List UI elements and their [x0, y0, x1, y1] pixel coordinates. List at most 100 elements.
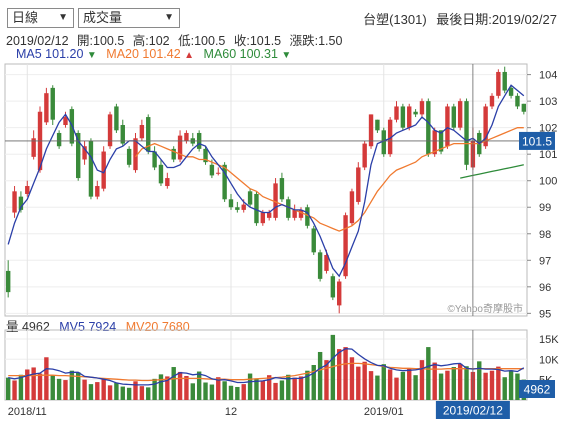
volume-bar	[496, 366, 501, 400]
volume-bar	[311, 365, 316, 400]
volume-bar	[317, 351, 323, 400]
candle-body	[298, 209, 304, 218]
candle-body	[139, 125, 145, 139]
candle-body	[152, 151, 157, 168]
ma20-line	[134, 127, 524, 232]
chevron-down-icon: ▼	[164, 12, 174, 23]
volume-bar	[451, 367, 456, 400]
candle-body	[317, 252, 323, 279]
volume-bar	[88, 384, 94, 400]
volume-bar	[12, 380, 17, 400]
volume-bar	[152, 378, 157, 400]
candle-body	[101, 151, 106, 189]
candle-body	[247, 191, 253, 205]
price-tick-label: 98	[539, 229, 551, 241]
price-tick-label: 97	[539, 255, 551, 267]
candle-body	[222, 164, 227, 200]
volume-bar	[343, 347, 348, 400]
candle-body	[368, 114, 374, 147]
volume-bar	[279, 380, 285, 400]
candle-body	[76, 132, 81, 179]
volume-bar	[25, 369, 30, 400]
volume-bar	[222, 381, 227, 400]
indicator-select[interactable]: 成交量 ▼	[78, 8, 180, 28]
candle-body	[184, 132, 189, 141]
candle-body	[126, 148, 132, 165]
chevron-down-icon: ▼	[58, 12, 68, 23]
volume-bar	[177, 371, 183, 400]
volume-bar	[247, 373, 253, 400]
candle-body	[381, 130, 386, 155]
volume-bar	[273, 382, 278, 400]
period-select[interactable]: 日線 ▼	[7, 8, 74, 28]
volume-bar	[31, 367, 36, 400]
candle-body	[216, 172, 221, 174]
x-tick-label: 2019/01	[364, 406, 404, 418]
candle-body	[451, 106, 456, 128]
price-tick-label: 95	[539, 308, 551, 320]
candle-body	[502, 71, 507, 91]
volume-bar	[349, 357, 355, 400]
candle-body	[349, 191, 355, 224]
price-tick-label: 100	[539, 176, 557, 188]
candle-body	[489, 95, 495, 107]
candle-body	[375, 119, 380, 131]
volume-bar	[368, 371, 374, 400]
candle-body	[12, 191, 17, 213]
candle-body	[63, 117, 68, 126]
ma5-label: MA5 101.20 ▼	[16, 47, 97, 61]
volume-bar	[50, 375, 55, 400]
volume-bar	[37, 373, 43, 400]
candle-body	[50, 87, 55, 120]
candle-body	[25, 186, 30, 194]
volume-bar	[184, 375, 189, 400]
current-volume-label: 4962	[524, 383, 551, 397]
volume-bar	[413, 375, 418, 400]
volume-bar	[133, 381, 138, 400]
candle-body	[5, 270, 11, 293]
candle-body	[44, 93, 49, 123]
volume-bar	[330, 334, 336, 400]
mv5-line	[8, 348, 525, 386]
volume-bar	[266, 375, 272, 400]
volume-bar	[394, 377, 399, 400]
candle-body	[82, 146, 87, 160]
volume-bar	[502, 377, 507, 400]
candle-body	[203, 148, 208, 163]
candle-body	[496, 71, 501, 96]
volume-bar	[114, 382, 119, 400]
candle-body	[235, 207, 240, 210]
candle-body	[260, 212, 266, 224]
price-tick-label: 99	[539, 202, 551, 214]
volume-bar	[298, 376, 304, 400]
volume-bar	[489, 370, 495, 400]
volume-bar	[426, 347, 431, 400]
candle-body	[445, 106, 450, 147]
candle-body	[324, 254, 329, 271]
volume-bar	[477, 361, 482, 400]
volume-bar	[362, 361, 367, 400]
watermark: ©Yahoo奇摩股市	[447, 302, 523, 315]
volume-bar	[286, 374, 291, 400]
volume-bar	[209, 384, 215, 400]
volume-bar	[419, 360, 425, 400]
ma20-label: MA20 101.42 ▲	[106, 47, 195, 61]
candle-body	[209, 164, 215, 176]
candle-body	[31, 138, 36, 157]
volume-bar	[292, 377, 297, 400]
volume-bar	[76, 372, 81, 400]
crosshair-date-label: 2019/02/12	[443, 404, 503, 418]
candle-body	[432, 130, 437, 155]
info-low: 低:100.5	[178, 34, 226, 48]
volume-bar	[483, 372, 488, 400]
volume-bar	[63, 380, 68, 400]
price-panel	[4, 63, 528, 317]
ohlc-info: 2019/02/12 開:100.5 高:102 低:100.5 收:101.5…	[6, 30, 347, 49]
volume-bar	[101, 379, 106, 400]
candle-body	[413, 111, 418, 115]
volume-tick-label: 10K	[539, 354, 559, 366]
ma-legend: MA5 101.20 ▼ MA20 101.42 ▲ MA60 100.31 ▼	[16, 47, 297, 61]
volume-bar	[107, 385, 113, 400]
candle-body	[337, 281, 342, 306]
